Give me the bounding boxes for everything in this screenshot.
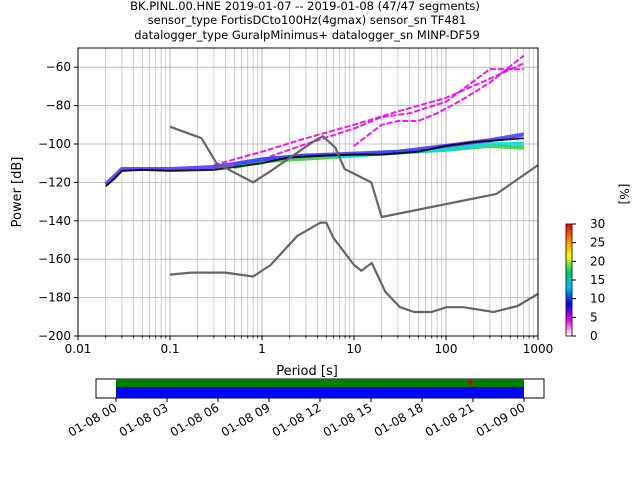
- psd-trace-outlier-2: [261, 68, 524, 161]
- timeline-tick-label: 01-08 15: [321, 400, 375, 439]
- colorbar-tick-label: 25: [590, 236, 605, 250]
- y-tick-label: −200: [38, 329, 71, 343]
- noise-models: [169, 125, 539, 314]
- y-tick-label: −160: [38, 252, 71, 266]
- figure-title: BK.PINL.00.HNE 2019-01-07 -- 2019-01-08 …: [130, 0, 480, 42]
- colorbar-tick-label: 5: [590, 310, 598, 324]
- x-tick-label: 100: [435, 342, 458, 356]
- timeline-tick-label: 01-08 12: [270, 400, 324, 439]
- y-tick-label: −80: [46, 99, 71, 113]
- title-line-1: BK.PINL.00.HNE 2019-01-07 -- 2019-01-08 …: [130, 0, 480, 13]
- nhnm-curve: [169, 125, 539, 219]
- colorbar-tick-label: 10: [590, 292, 605, 306]
- y-tick-label: −100: [38, 137, 71, 151]
- y-tick-label: −60: [46, 60, 71, 74]
- psd-trace-outlier-1: [213, 62, 525, 167]
- timeline-tick-label: 01-08 09: [219, 400, 273, 439]
- x-tick-label: 0.1: [160, 342, 179, 356]
- colorbar-tick-label: 0: [590, 329, 598, 343]
- x-tick-label: 10: [346, 342, 361, 356]
- psd-trace-outlier-3: [353, 54, 525, 147]
- x-tick-label: 1000: [523, 342, 554, 356]
- timeline-tick-label: 01-08 03: [117, 400, 171, 439]
- nlnm-curve: [169, 221, 539, 314]
- timeline-tick-label: 01-08 18: [372, 400, 426, 439]
- colorbar-tick-label: 20: [590, 254, 605, 268]
- x-tick-label: 1: [258, 342, 266, 356]
- colorbar-gradient: [565, 223, 573, 337]
- timeline-tick-label: 01-08 00: [66, 400, 120, 439]
- y-tick-label: −120: [38, 175, 71, 189]
- psd-traces: [104, 54, 525, 187]
- x-tick-label: 0.01: [65, 342, 92, 356]
- plot-frame: [77, 47, 539, 337]
- timeline-marker: [468, 380, 472, 385]
- timeline-marker-mark: [468, 380, 472, 385]
- timeline-tick-label: 01-09 00: [474, 400, 528, 439]
- timeline-gap-band: [116, 379, 524, 387]
- y-tick-label: −140: [38, 214, 71, 228]
- y-axis-label: Power [dB]: [10, 157, 25, 228]
- timeline-data-band: [116, 387, 524, 398]
- title-line-2: sensor_type FortisDCto100Hz(4gmax) senso…: [148, 13, 467, 27]
- colorbar-tick-label: 30: [590, 217, 605, 231]
- timeline-tick-label: 01-08 21: [423, 400, 477, 439]
- colorbar-tick-label: 15: [590, 273, 605, 287]
- x-axis-label: Period [s]: [276, 364, 338, 379]
- colorbar-ticks: 0 5 10 15 20 25 30: [572, 217, 605, 343]
- plot-area: [78, 48, 538, 336]
- colorbar: 0 5 10 15 20 25 30 [%]: [565, 184, 631, 343]
- timeline-tick-label: 01-08 06: [168, 400, 222, 439]
- y-axis-ticks: −200 −180 −160 −140 −120 −100 −80 −60: [38, 60, 78, 343]
- title-line-3: datalogger_type GuralpMinimus+ datalogge…: [134, 28, 480, 42]
- colorbar-label: [%]: [617, 184, 631, 205]
- y-tick-label: −180: [38, 291, 71, 305]
- x-axis-ticks: 0.01 0.1 1 10 100 1000: [65, 336, 554, 356]
